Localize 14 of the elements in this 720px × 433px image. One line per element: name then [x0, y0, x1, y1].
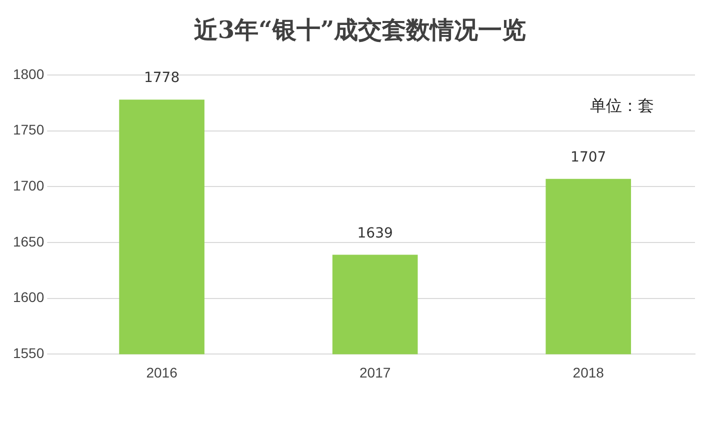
x-tick-label: 2018	[572, 364, 604, 380]
y-tick-label: 1800	[12, 66, 44, 82]
data-label: 1639	[357, 225, 393, 242]
chart-title: 近3年“银十”成交套数情况一览	[192, 14, 528, 46]
y-tick-label: 1750	[12, 122, 44, 138]
data-label: 1778	[144, 70, 180, 86]
y-tick-label: 1650	[12, 233, 44, 250]
x-tick-label: 2017	[359, 364, 391, 380]
y-tick-label: 1700	[12, 178, 44, 194]
annotation: 单位：套	[590, 96, 654, 117]
y-tick-label: 1550	[12, 345, 44, 362]
y-tick-label: 1600	[12, 289, 44, 306]
data-label: 1707	[570, 150, 606, 166]
x-tick-label: 2016	[146, 364, 178, 380]
